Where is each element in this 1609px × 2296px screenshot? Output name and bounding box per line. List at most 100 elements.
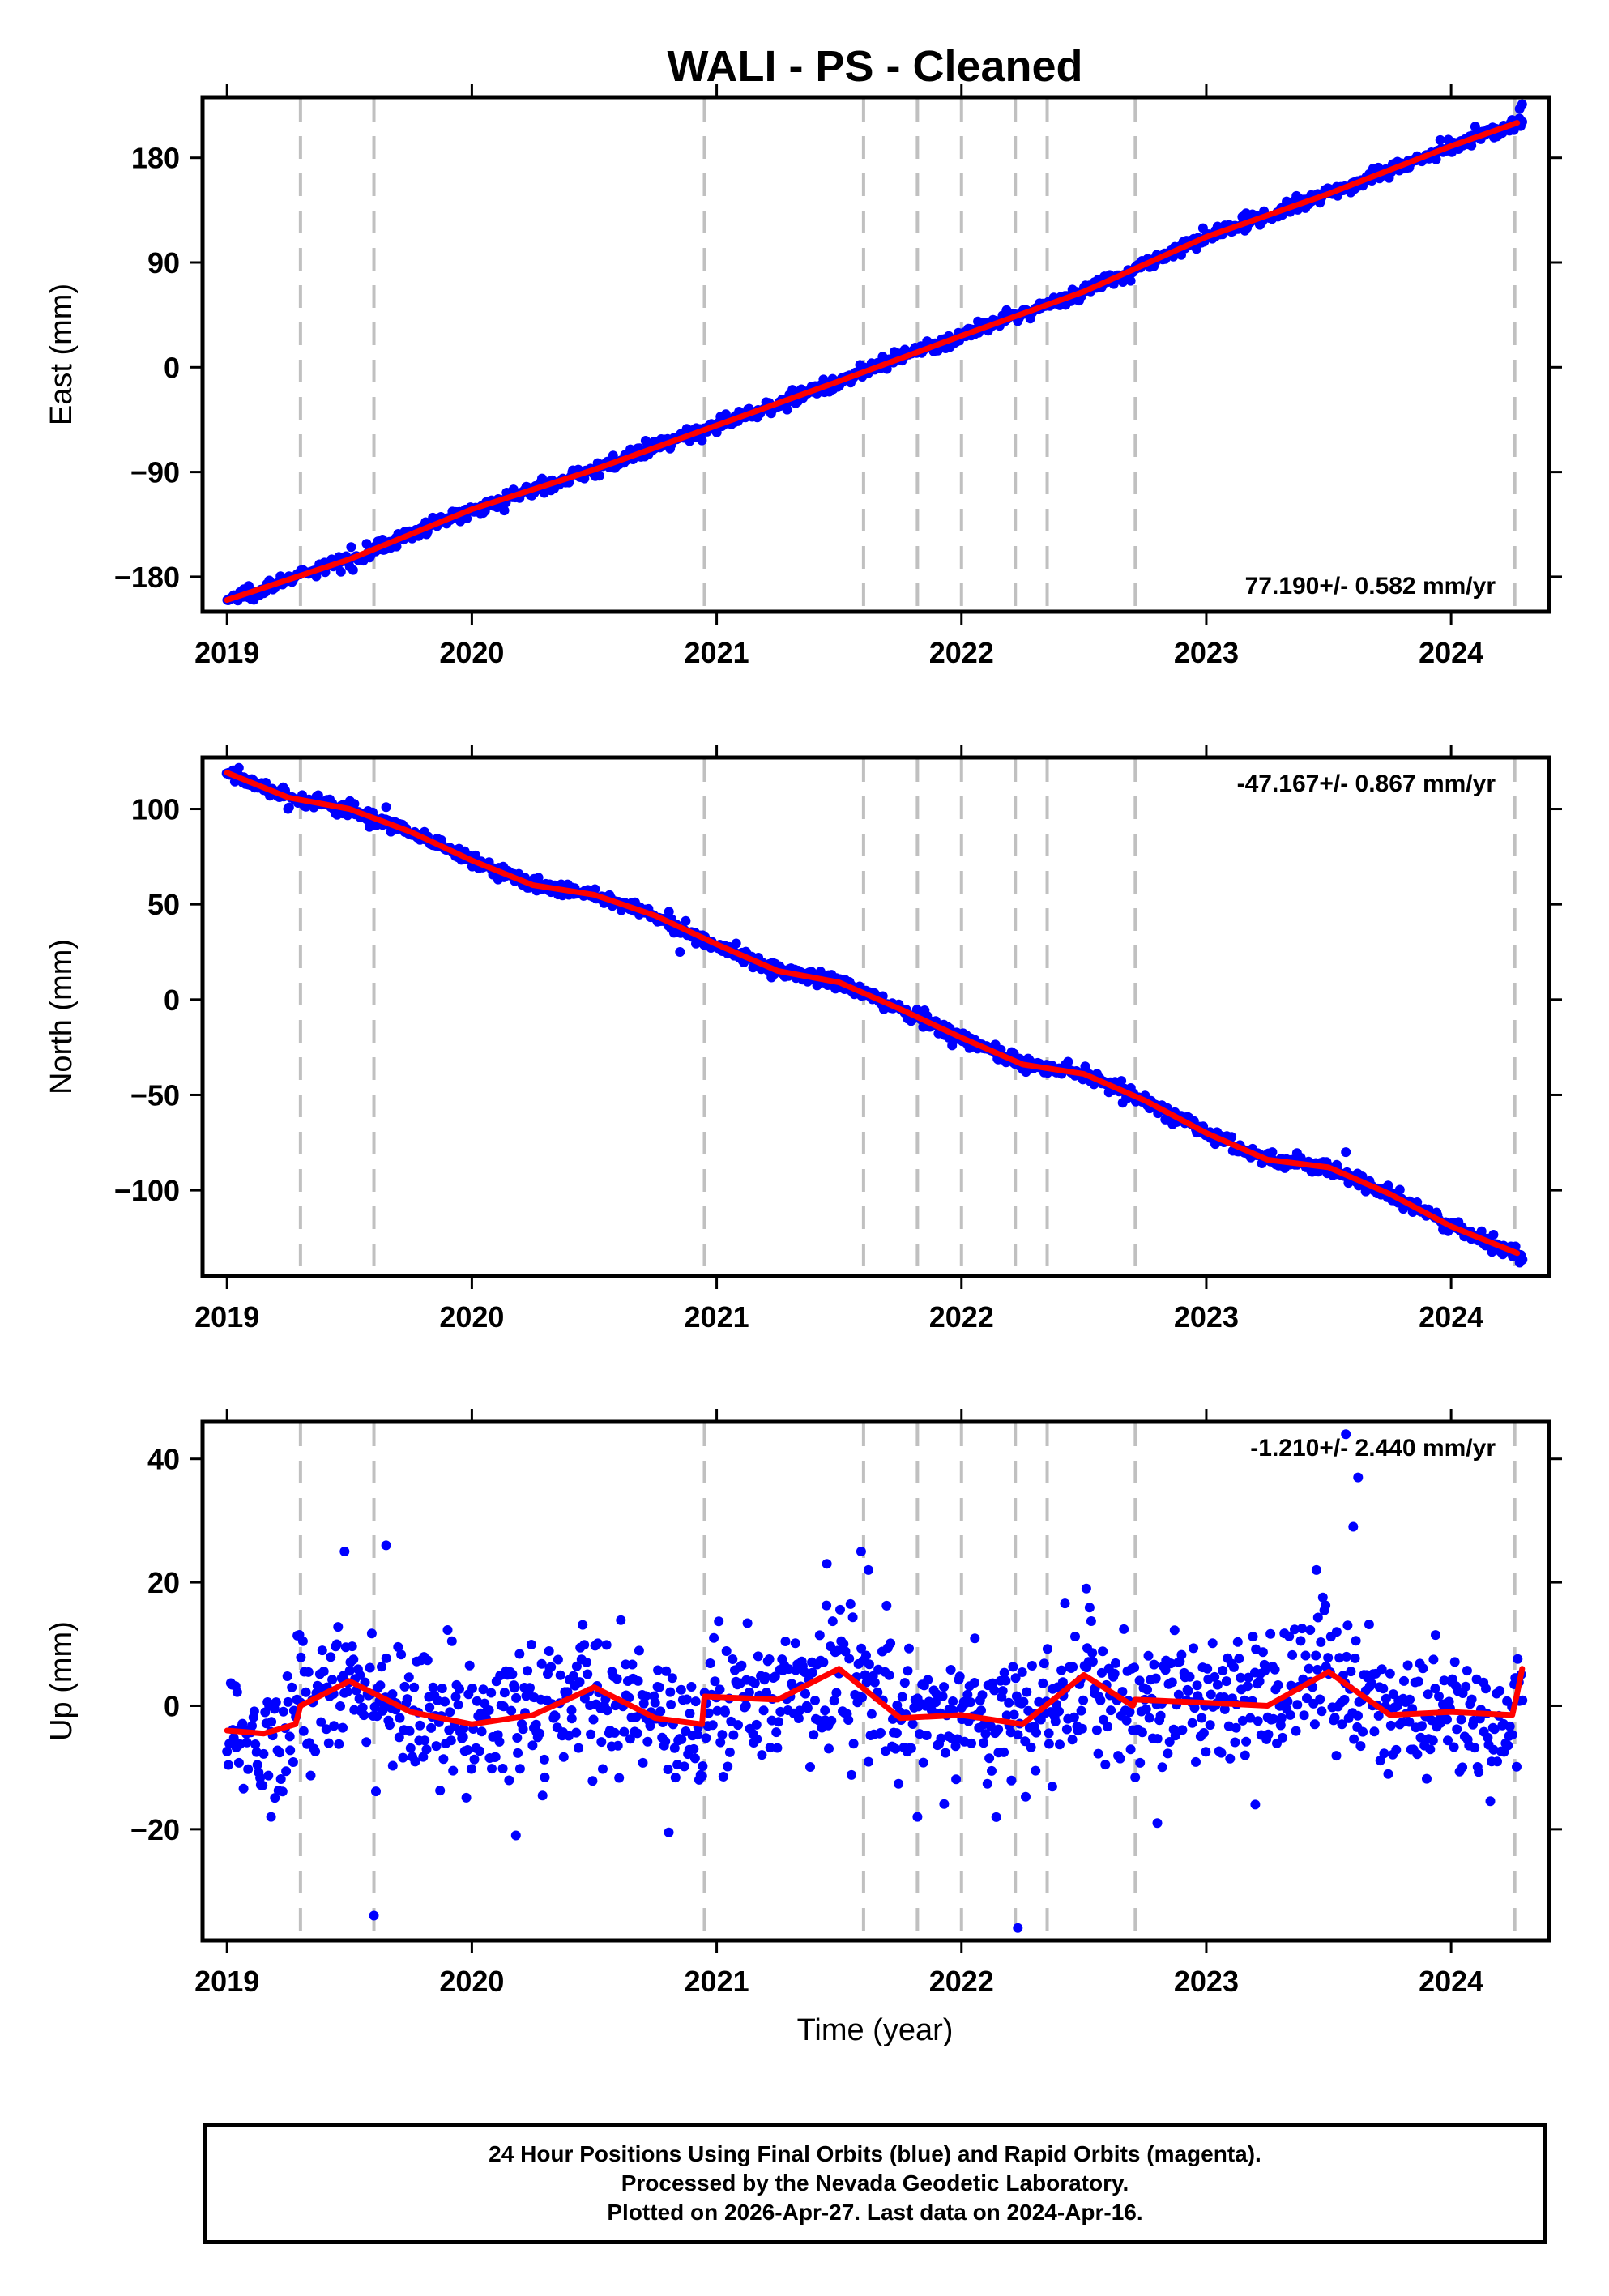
up-point bbox=[558, 1752, 569, 1762]
up-point bbox=[752, 1734, 762, 1744]
up-point bbox=[442, 1625, 453, 1635]
up-point bbox=[660, 1736, 671, 1747]
up-point bbox=[1098, 1646, 1108, 1657]
up-point bbox=[1095, 1695, 1106, 1705]
up-point bbox=[601, 1640, 612, 1650]
up-point bbox=[1047, 1782, 1057, 1792]
up-point bbox=[464, 1660, 475, 1671]
up-point bbox=[1415, 1732, 1426, 1743]
up-point bbox=[810, 1696, 820, 1705]
up-point bbox=[271, 1697, 281, 1708]
east-x-tick-label-2: 2021 bbox=[685, 636, 749, 669]
up-point bbox=[800, 1667, 810, 1678]
up-model-line bbox=[224, 1666, 1526, 1737]
up-outlier-point-7 bbox=[339, 1547, 350, 1556]
up-point bbox=[252, 1760, 262, 1770]
up-point bbox=[1369, 1726, 1380, 1737]
up-point bbox=[1245, 1713, 1256, 1723]
up-point bbox=[1456, 1714, 1466, 1725]
east-outlier-point-1 bbox=[1517, 99, 1527, 109]
north-point bbox=[1116, 1076, 1127, 1086]
up-point bbox=[1287, 1649, 1298, 1660]
up-point bbox=[612, 1740, 623, 1751]
up-point bbox=[1512, 1761, 1522, 1772]
up-point bbox=[758, 1705, 769, 1716]
up-point bbox=[469, 1754, 480, 1765]
up-point bbox=[771, 1727, 782, 1738]
north-point bbox=[349, 799, 360, 809]
up-point bbox=[514, 1764, 525, 1774]
east-rate-label: 77.190+/- 0.582 mm/yr bbox=[1245, 573, 1496, 600]
up-point bbox=[1242, 1681, 1253, 1692]
up-point bbox=[467, 1684, 477, 1693]
up-point bbox=[1428, 1735, 1438, 1746]
up-point bbox=[366, 1628, 377, 1639]
up-point bbox=[614, 1773, 625, 1783]
east-y-tick-label-3: 90 bbox=[147, 246, 180, 280]
up-point bbox=[941, 1748, 950, 1758]
up-point bbox=[1503, 1740, 1513, 1751]
up-point bbox=[1413, 1676, 1423, 1687]
up-point bbox=[638, 1698, 649, 1709]
up-point bbox=[513, 1748, 523, 1758]
up-outlier-point-15 bbox=[266, 1812, 276, 1822]
up-point bbox=[321, 1724, 331, 1735]
up-point bbox=[1278, 1732, 1288, 1743]
up-point bbox=[692, 1730, 702, 1740]
up-point bbox=[653, 1665, 664, 1675]
up-point bbox=[742, 1618, 753, 1628]
up-point bbox=[472, 1696, 482, 1706]
up-point bbox=[344, 1666, 355, 1676]
up-point bbox=[387, 1689, 398, 1700]
up-point bbox=[1187, 1718, 1197, 1728]
up-point bbox=[506, 1705, 517, 1716]
up-outlier-point-9 bbox=[863, 1564, 873, 1575]
up-point bbox=[335, 1701, 345, 1711]
up-point bbox=[1399, 1675, 1409, 1686]
up-point bbox=[1364, 1620, 1374, 1629]
up-point bbox=[642, 1736, 653, 1747]
up-point bbox=[979, 1738, 989, 1748]
north-x-tick-label-4: 2023 bbox=[1174, 1300, 1239, 1334]
up-point bbox=[1385, 1720, 1396, 1731]
up-point bbox=[1207, 1638, 1218, 1649]
up-point bbox=[864, 1756, 873, 1767]
north-point bbox=[1063, 1056, 1073, 1067]
up-point bbox=[361, 1737, 372, 1748]
up-point bbox=[1331, 1751, 1342, 1761]
up-outlier-point-11 bbox=[1311, 1564, 1321, 1575]
up-point bbox=[258, 1780, 268, 1790]
up-point bbox=[518, 1724, 528, 1735]
up-point bbox=[1426, 1715, 1436, 1726]
up-point bbox=[466, 1764, 476, 1774]
up-point bbox=[1295, 1636, 1306, 1646]
up-point bbox=[354, 1693, 365, 1704]
east-y-tick-label-2: 0 bbox=[164, 351, 180, 384]
up-point bbox=[1309, 1719, 1320, 1730]
up-point bbox=[1331, 1627, 1342, 1637]
up-point bbox=[422, 1655, 433, 1666]
up-point bbox=[431, 1741, 442, 1752]
north-point bbox=[681, 915, 691, 926]
up-point bbox=[438, 1754, 449, 1765]
up-point bbox=[583, 1669, 593, 1679]
up-point bbox=[1311, 1650, 1321, 1661]
up-point bbox=[1202, 1663, 1213, 1674]
up-point bbox=[999, 1747, 1009, 1757]
up-point bbox=[720, 1707, 730, 1718]
north-x-tick-label-5: 2024 bbox=[1419, 1300, 1483, 1334]
up-point bbox=[703, 1708, 714, 1718]
up-point bbox=[544, 1646, 554, 1656]
up-point bbox=[1234, 1654, 1244, 1664]
up-point bbox=[578, 1620, 588, 1630]
up-point bbox=[539, 1754, 549, 1765]
up-point bbox=[1466, 1694, 1477, 1705]
up-point bbox=[359, 1710, 369, 1721]
up-point bbox=[297, 1636, 308, 1646]
up-point bbox=[689, 1753, 700, 1764]
up-point bbox=[669, 1743, 680, 1753]
up-point bbox=[418, 1752, 429, 1762]
east-y-tick-label-4: 180 bbox=[131, 142, 180, 175]
up-point bbox=[1350, 1653, 1360, 1663]
